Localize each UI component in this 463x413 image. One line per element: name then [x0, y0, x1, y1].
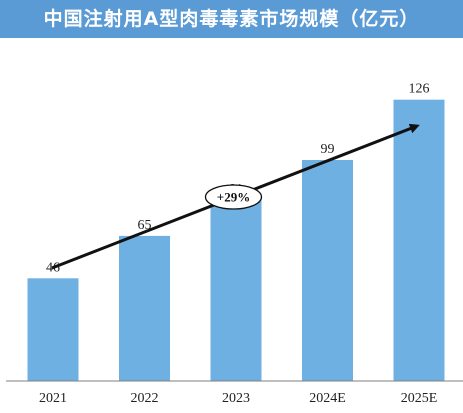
bars-layer	[27, 99, 445, 381]
x-axis-tick-labels: 2021 2022 2023 2024E 2025E	[39, 391, 437, 406]
x-tick-label-2025E: 2025E	[401, 391, 438, 406]
bar-2023	[210, 200, 262, 381]
value-label-2024E: 99	[321, 142, 335, 157]
bar-2025E	[393, 99, 445, 381]
bar-2022	[119, 235, 170, 381]
bar-2024E	[302, 160, 353, 381]
x-tick-label-2022: 2022	[131, 391, 159, 406]
x-tick-label-2021: 2021	[39, 391, 67, 406]
growth-badge	[204, 184, 263, 210]
bar-2021	[27, 278, 79, 381]
value-label-2025E: 126	[409, 82, 430, 97]
chart-title: 中国注射用A型肉毒毒素市场规模（亿元）	[0, 0, 463, 38]
trend-annotation: +29%	[51, 123, 420, 270]
growth-rate-label: +29%	[217, 190, 250, 205]
x-tick-label-2024E: 2024E	[309, 391, 346, 406]
x-tick-label-2023: 2023	[222, 391, 250, 406]
